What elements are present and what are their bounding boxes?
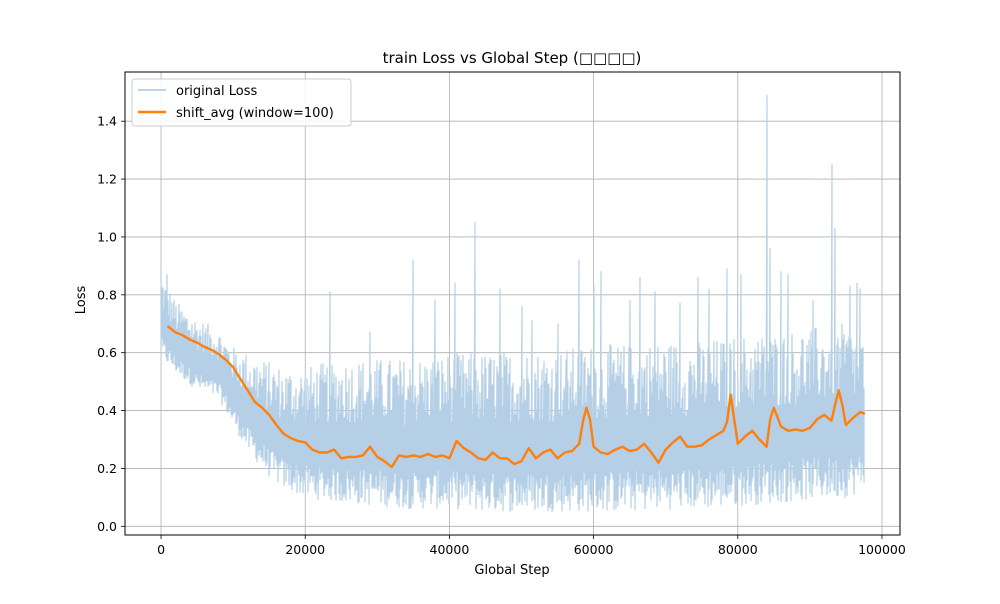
x-tick-label: 60000 — [574, 542, 614, 557]
y-tick-label: 1.0 — [97, 229, 117, 244]
x-tick-label: 80000 — [718, 542, 758, 557]
y-tick-label: 1.4 — [97, 114, 117, 129]
y-tick-label: 0.0 — [97, 519, 117, 534]
y-tick-label: 0.8 — [97, 287, 117, 302]
plot-frame — [124, 71, 901, 536]
y-tick-label: 1.2 — [97, 172, 117, 187]
x-axis-ticks: 0 20000 40000 60000 80000 100000 — [157, 535, 906, 557]
x-tick-label: 40000 — [430, 542, 470, 557]
original-loss-series — [160, 94, 865, 513]
y-axis-ticks: 0.0 0.2 0.4 0.6 0.8 1.0 1.2 1.4 — [97, 114, 125, 534]
x-axis-label: Global Step — [474, 563, 549, 578]
y-tick-label: 0.2 — [97, 461, 117, 476]
original-loss-line — [160, 94, 865, 513]
x-tick-label: 0 — [157, 542, 165, 557]
shift-avg-series — [167, 325, 866, 469]
x-tick-label: 20000 — [285, 542, 325, 557]
x-tick-label: 100000 — [858, 542, 906, 557]
legend-box — [131, 78, 352, 127]
y-tick-label: 0.6 — [97, 345, 117, 360]
y-axis-label: Loss — [74, 286, 89, 315]
chart-title: train Loss vs Global Step (□□□□) — [383, 49, 642, 67]
legend-label-original-loss: original Loss — [176, 84, 257, 99]
y-tick-label: 0.4 — [97, 403, 117, 418]
legend-label-shift-avg: shift_avg (window=100) — [176, 106, 334, 121]
shift-avg-line — [167, 325, 866, 469]
legend: original Loss shift_avg (window=100) — [131, 78, 352, 127]
